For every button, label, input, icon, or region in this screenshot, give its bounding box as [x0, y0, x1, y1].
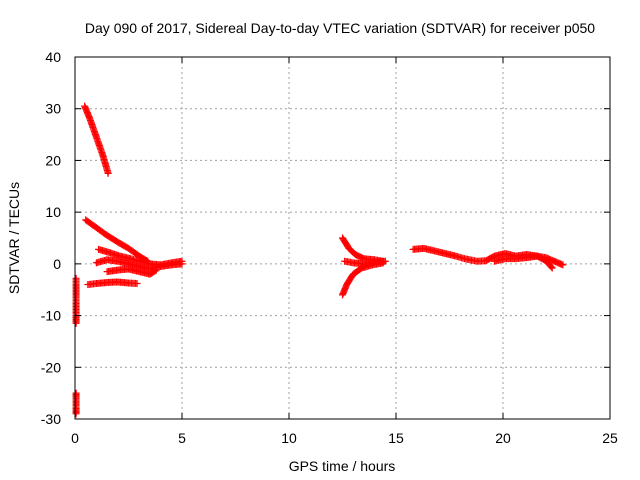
x-tick-label: 20 [495, 430, 511, 446]
x-tick-label: 5 [178, 430, 186, 446]
data-point [133, 280, 141, 288]
y-tick-label: -20 [41, 359, 61, 375]
y-tick-label: 40 [45, 49, 61, 65]
data-point [152, 266, 160, 274]
y-tick-label: 0 [53, 256, 61, 272]
x-tick-label: 10 [281, 430, 297, 446]
y-tick-label: 30 [45, 101, 61, 117]
x-tick-label: 15 [388, 430, 404, 446]
data-point [104, 169, 112, 177]
data-point [72, 319, 80, 327]
data-point [559, 261, 567, 269]
x-axis-label: GPS time / hours [289, 458, 396, 474]
plot-frame [74, 56, 611, 420]
data-point [72, 410, 80, 418]
y-tick-label: -10 [41, 308, 61, 324]
axis-ticks: 0 5 10 15 20 25 -30 -20 -10 0 10 20 30 40 [41, 49, 618, 446]
chart-title: Day 090 of 2017, Sidereal Day-to-day VTE… [85, 20, 595, 36]
grid-lines [75, 57, 610, 419]
y-tick-label: 20 [45, 152, 61, 168]
y-tick-label: 10 [45, 204, 61, 220]
data-point [548, 264, 556, 272]
data-point [178, 260, 186, 268]
data-point [379, 259, 387, 267]
y-tick-label: -30 [41, 411, 61, 427]
y-axis-label: SDTVAR / TECUs [6, 182, 22, 294]
x-tick-label: 25 [602, 430, 618, 446]
x-tick-label: 0 [71, 430, 79, 446]
data-points [72, 102, 567, 418]
data-point [151, 267, 159, 275]
data-point [547, 263, 555, 271]
